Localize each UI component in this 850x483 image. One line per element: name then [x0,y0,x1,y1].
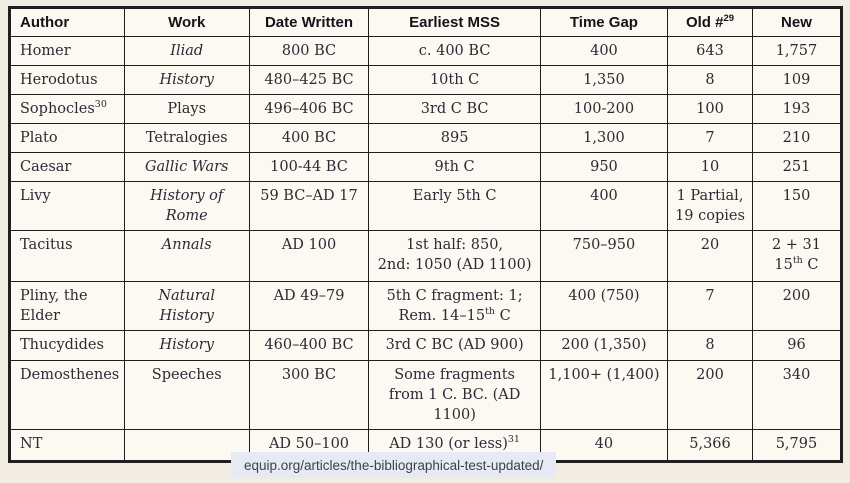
cell-mss: 9th C [368,152,541,182]
column-header-new: New [751,7,843,37]
cell-old: 5,366 [667,429,753,462]
cell-date: 100-44 BC [248,152,370,182]
cell-new: 2 + 31 15th C [751,230,843,282]
column-header-old: Old #29 [667,7,753,37]
cell-new: 340 [751,360,843,430]
cell-new: 210 [751,123,843,153]
cell-work: History [123,330,250,361]
cell-work [123,429,250,462]
column-header-date: Date Written [248,7,370,37]
cell-gap: 400 (750) [539,281,669,331]
cell-old: 7 [667,123,753,153]
cell-gap: 200 (1,350) [539,330,669,361]
cell-date: AD 100 [248,230,370,282]
table-row: Homer Iliad 800 BC c. 400 BC 400 643 1,757 [9,36,843,66]
cell-work: Natural History [123,281,250,331]
cell-work: Plays [123,94,250,124]
cell-old: 8 [667,65,753,95]
cell-gap: 1,100+ (1,400) [539,360,669,430]
cell-old: 200 [667,360,753,430]
cell-date: 59 BC–AD 17 [248,181,370,231]
cell-work: Gallic Wars [123,152,250,182]
cell-work: Tetralogies [123,123,250,153]
cell-old: 7 [667,281,753,331]
cell-work: Speeches [123,360,250,430]
header-row: Author Work Date Written Earliest MSS Time G… [9,7,843,37]
cell-gap: 40 [539,429,669,462]
cell-mss: 5th C fragment: 1; Rem. 14–15th C [368,281,541,331]
cell-author: Pliny, the Elder [9,281,125,331]
cell-new: 150 [751,181,843,231]
cell-author: Homer [9,36,125,66]
cell-mss: 10th C [368,65,541,95]
cell-author: Plato [9,123,125,153]
cell-date: 800 BC [248,36,370,66]
cell-new: 193 [751,94,843,124]
cell-gap: 750–950 [539,230,669,282]
cell-old: 1 Partial, 19 copies [667,181,753,231]
cell-mss: 3rd C BC [368,94,541,124]
cell-mss: 895 [368,123,541,153]
cell-mss: Early 5th C [368,181,541,231]
column-header-gap: Time Gap [539,7,669,37]
table-row: Plato Tetralogies 400 BC 895 1,300 7 210 [9,123,843,153]
cell-mss: Some fragments from 1 C. BC. (AD 1100) [368,360,541,430]
cell-old: 100 [667,94,753,124]
manuscript-comparison-table: Author Work Date Written Earliest MSS Time G… [8,6,843,463]
cell-new: 251 [751,152,843,182]
cell-new: 1,757 [751,36,843,66]
column-header-author: Author [9,7,125,37]
cell-gap: 950 [539,152,669,182]
column-header-mss: Earliest MSS [368,7,541,37]
cell-date: 300 BC [248,360,370,430]
table-row: Herodotus History 480–425 BC 10th C 1,350 8 10… [9,65,843,95]
table-row: Tacitus Annals AD 100 1st half: 850, 2nd: 10… [9,230,843,282]
cell-author: Demosthenes [9,360,125,430]
table-row: Thucydides History 460–400 BC 3rd C BC (AD … [9,330,843,361]
cell-mss: 1st half: 850, 2nd: 1050 (AD 1100) [368,230,541,282]
cell-date: 400 BC [248,123,370,153]
cell-new: 200 [751,281,843,331]
cell-gap: 1,300 [539,123,669,153]
cell-date: AD 49–79 [248,281,370,331]
table-row: Sophocles30 Plays 496–406 BC 3rd C BC 100-20… [9,94,843,124]
cell-author: Livy [9,181,125,231]
cell-mss: 3rd C BC (AD 900) [368,330,541,361]
cell-date: 496–406 BC [248,94,370,124]
column-header-work: Work [123,7,250,37]
table-row: Pliny, the Elder Natural History AD 49–79 5… [9,281,843,331]
cell-old: 20 [667,230,753,282]
cell-old: 8 [667,330,753,361]
table-row: Caesar Gallic Wars 100-44 BC 9th C 950 10 251 [9,152,843,182]
cell-work: History [123,65,250,95]
cell-author: Sophocles30 [9,94,125,124]
table-row: Demosthenes Speeches 300 BC Some fragments f… [9,360,843,430]
cell-new: 109 [751,65,843,95]
cell-gap: 100-200 [539,94,669,124]
table-row: Livy History of Rome 59 BC–AD 17 Early 5th … [9,181,843,231]
cell-date: 460–400 BC [248,330,370,361]
cell-new: 5,795 [751,429,843,462]
cell-gap: 1,350 [539,65,669,95]
cell-old: 10 [667,152,753,182]
cell-author: NT [9,429,125,462]
cell-work: History of Rome [123,181,250,231]
table-body: Homer Iliad 800 BC c. 400 BC 400 643 1,757 Hero… [9,36,843,462]
cell-old: 643 [667,36,753,66]
cell-work: Iliad [123,36,250,66]
cell-work: Annals [123,230,250,282]
source-url-link[interactable]: equip.org/articles/the-bibliographical-t… [231,452,557,478]
cell-author: Tacitus [9,230,125,282]
cell-gap: 400 [539,181,669,231]
cell-gap: 400 [539,36,669,66]
cell-mss: c. 400 BC [368,36,541,66]
cell-date: 480–425 BC [248,65,370,95]
cell-new: 96 [751,330,843,361]
cell-author: Thucydides [9,330,125,361]
cell-author: Herodotus [9,65,125,95]
cell-author: Caesar [9,152,125,182]
